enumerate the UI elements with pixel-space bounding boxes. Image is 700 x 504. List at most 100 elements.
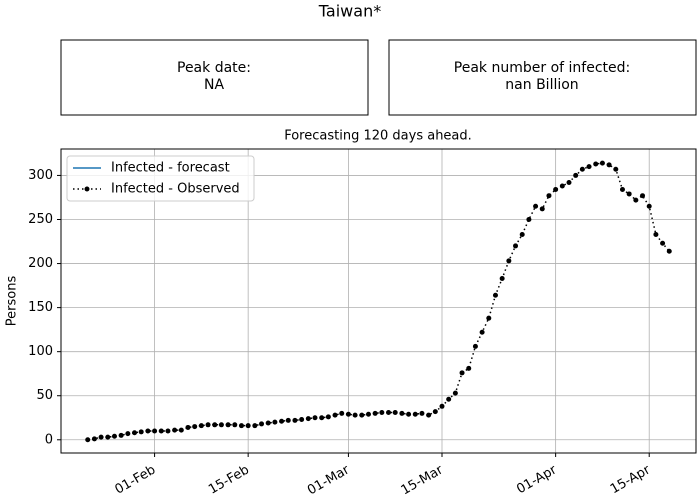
data-point: [492, 292, 498, 298]
data-point: [91, 436, 97, 442]
legend-marker: [84, 186, 90, 192]
data-point: [539, 206, 545, 212]
legend-box: [66, 155, 255, 202]
data-point: [406, 411, 412, 417]
data-point: [486, 315, 492, 321]
data-point: [172, 427, 178, 433]
data-point: [379, 409, 385, 415]
data-point: [419, 410, 425, 416]
data-point: [152, 428, 158, 434]
data-point: [599, 160, 605, 166]
data-point: [125, 431, 131, 437]
data-point: [192, 424, 198, 430]
y-tick-label: 0: [45, 432, 53, 447]
data-point: [118, 432, 124, 438]
data-point: [85, 437, 91, 443]
data-point: [165, 428, 171, 434]
data-point: [546, 193, 552, 199]
data-point: [412, 411, 418, 417]
legend-label: Infected - Observed: [111, 182, 240, 197]
series-line: [87, 162, 670, 441]
x-tick-label: 01-Feb: [113, 463, 159, 498]
x-tick-label: 01-Apr: [514, 462, 560, 497]
data-point: [426, 412, 432, 418]
data-point: [553, 187, 559, 193]
data-point: [640, 193, 646, 199]
data-point: [653, 231, 659, 237]
info-box: [388, 39, 697, 116]
data-point: [185, 424, 191, 430]
data-point: [386, 409, 392, 415]
data-point: [332, 412, 338, 418]
data-point: [138, 429, 144, 435]
data-point: [399, 410, 405, 416]
info-label: Peak number of infected:: [454, 60, 630, 76]
data-point: [285, 417, 291, 423]
data-point: [365, 411, 371, 417]
data-point: [232, 422, 238, 428]
data-point: [499, 276, 505, 282]
data-point: [305, 416, 311, 422]
data-point: [392, 409, 398, 415]
data-point: [225, 422, 231, 428]
data-point: [299, 417, 305, 423]
data-point: [633, 197, 639, 203]
y-tick-label: 200: [28, 256, 53, 271]
info-label: Peak date:: [177, 60, 251, 76]
data-point: [619, 187, 625, 193]
data-point: [98, 434, 104, 440]
data-point: [132, 430, 138, 436]
data-point: [439, 403, 445, 409]
data-point: [259, 421, 265, 427]
data-point: [626, 191, 632, 197]
x-tick-label: 15-Mar: [399, 462, 447, 498]
data-point: [319, 415, 325, 421]
data-point: [446, 396, 452, 402]
data-point: [245, 423, 251, 429]
data-point: [272, 419, 278, 425]
data-point: [646, 203, 652, 209]
data-point: [352, 412, 358, 418]
x-tick-label: 01-Mar: [305, 462, 353, 498]
data-point: [359, 412, 365, 418]
data-point: [345, 411, 351, 417]
data-point: [533, 203, 539, 209]
data-point: [452, 390, 458, 396]
data-point: [506, 258, 512, 264]
data-point: [198, 423, 204, 429]
y-axis-label: Persons: [5, 276, 20, 327]
data-point: [145, 428, 151, 434]
info-value: NA: [204, 77, 224, 93]
data-point: [479, 329, 485, 335]
data-point: [586, 164, 592, 170]
y-tick-label: 150: [28, 300, 53, 315]
data-point: [593, 161, 599, 167]
data-point: [579, 166, 585, 172]
plot-frame: [60, 148, 697, 454]
data-point: [238, 423, 244, 429]
data-point: [325, 414, 331, 420]
data-point: [573, 172, 579, 178]
data-point: [292, 417, 298, 423]
data-point: [660, 240, 666, 246]
data-point: [279, 418, 285, 424]
data-point: [472, 343, 478, 349]
data-point: [205, 422, 211, 428]
page-title: Taiwan*: [318, 2, 381, 21]
data-point: [212, 422, 218, 428]
y-tick-label: 50: [36, 388, 53, 403]
data-point: [218, 422, 224, 428]
info-value: nan Billion: [505, 77, 578, 93]
data-point: [111, 433, 117, 439]
data-point: [513, 243, 519, 249]
data-point: [158, 428, 164, 434]
data-point: [519, 231, 525, 237]
y-tick-label: 100: [28, 344, 53, 359]
data-point: [526, 216, 532, 222]
data-point: [339, 410, 345, 416]
y-tick-label: 300: [28, 168, 53, 183]
data-point: [466, 365, 472, 371]
data-point: [459, 370, 465, 376]
data-point: [105, 434, 111, 440]
